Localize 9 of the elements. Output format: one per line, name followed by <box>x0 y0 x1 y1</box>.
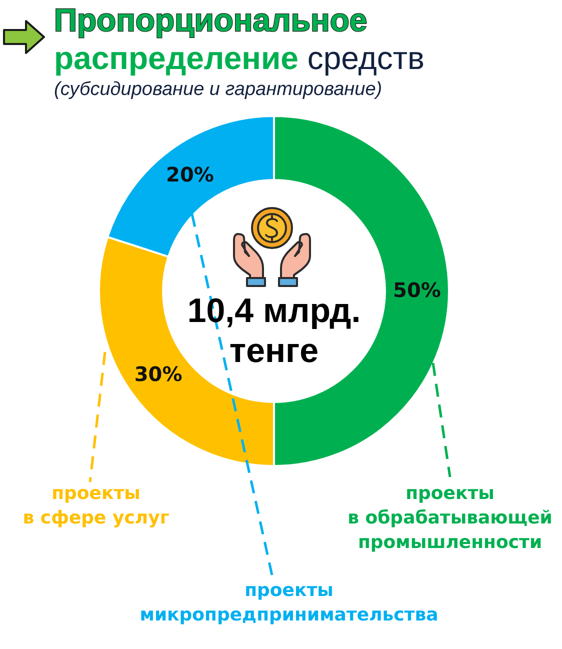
text: 10,4 млрд. тенге <box>187 292 361 370</box>
data-label: 30% <box>134 362 182 386</box>
slice-label: проекты в обрабатывающей промышленности <box>348 483 552 553</box>
chart-title: Пропорциональное распределение средств <box>54 1 425 76</box>
chart-subtitle: (субсидирование и гарантирование) <box>54 79 382 101</box>
slice-label: проекты в сфере услуг <box>22 483 170 528</box>
slice-label: проекты микропредпринимательства <box>140 580 438 626</box>
data-label: 50% <box>393 278 441 302</box>
data-label: 20% <box>166 162 214 186</box>
